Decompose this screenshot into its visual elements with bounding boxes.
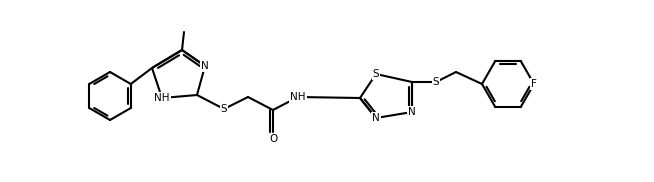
Text: O: O [269, 134, 277, 144]
Text: NH: NH [154, 93, 170, 103]
Text: NH: NH [290, 92, 306, 102]
Text: S: S [433, 77, 439, 87]
Text: S: S [220, 104, 228, 114]
Text: N: N [201, 61, 209, 71]
Text: S: S [373, 69, 379, 79]
Text: N: N [372, 113, 380, 123]
Text: F: F [531, 79, 537, 89]
Text: N: N [408, 107, 416, 117]
